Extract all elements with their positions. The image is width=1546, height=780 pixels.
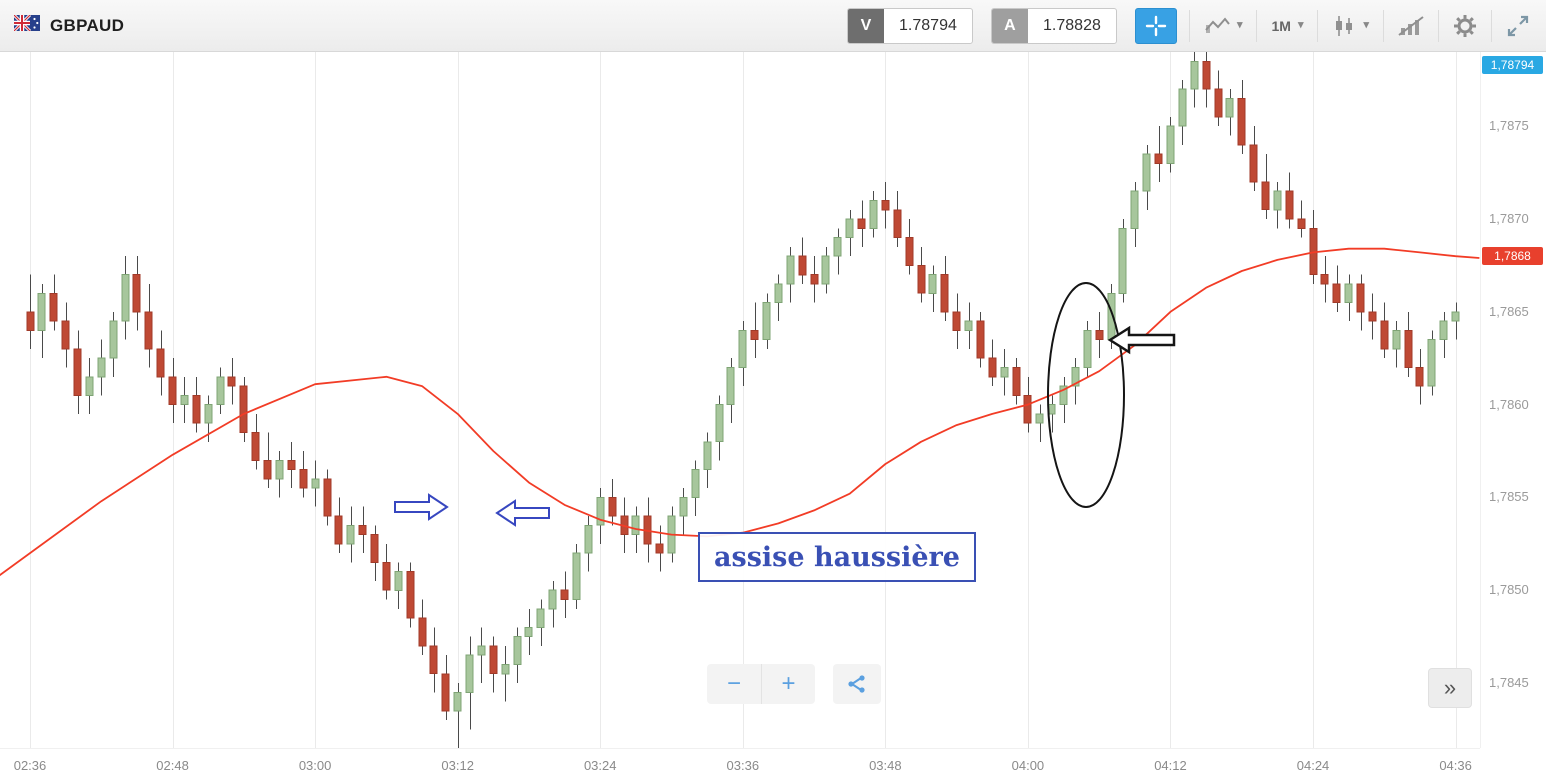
buy-price-control[interactable]: A 1.78828 <box>990 7 1117 44</box>
blue-arrow-left <box>495 499 550 527</box>
chevron-down-icon: ▾ <box>1236 19 1243 31</box>
gb-au-flag-icon <box>12 13 40 36</box>
price-tick-label: 1,7860 <box>1489 396 1529 412</box>
sell-price-control[interactable]: V 1.78794 <box>846 7 973 44</box>
highlight-ellipse <box>1047 282 1125 508</box>
sell-price-value: 1.78794 <box>899 16 957 34</box>
candlestick-style-icon <box>1336 15 1353 36</box>
gear-icon <box>1454 14 1476 37</box>
price-tick-label: 1,7855 <box>1489 489 1529 505</box>
candle-style-dropdown[interactable]: ▾ <box>1330 11 1371 41</box>
time-axis[interactable]: 02:36 02:48 03:00 03:12 03:24 03:36 03:48 04:00… <box>0 748 1480 780</box>
time-tick-label: 04:12 <box>1154 758 1187 773</box>
toolbar-divider <box>1317 9 1319 42</box>
zoom-in-button[interactable]: + <box>761 664 815 704</box>
toolbar-divider <box>1256 9 1258 42</box>
drawing-annotations <box>394 282 1176 527</box>
price-tick-label: 1,7845 <box>1489 675 1529 691</box>
share-button[interactable] <box>833 664 881 704</box>
toolbar-divider <box>1188 9 1190 42</box>
blue-arrow-right <box>394 493 449 521</box>
price-tick-label: 1,7850 <box>1489 582 1529 598</box>
time-tick-label: 04:36 <box>1439 758 1472 773</box>
expand-icon <box>1507 15 1529 36</box>
time-tick-label: 03:00 <box>298 758 332 773</box>
chart-area: assise haussière 1,7875 1,7870 1,7865 1,786… <box>0 52 1546 780</box>
annotation-text-label: assise haussière <box>698 532 976 582</box>
chart-type-dropdown[interactable]: ▾ <box>1202 12 1245 40</box>
time-tick-label: 03:24 <box>583 758 617 773</box>
time-tick-label: 02:48 <box>156 758 189 773</box>
time-tick-label: 03:36 <box>726 758 760 773</box>
toolbar-divider <box>1383 9 1384 42</box>
price-tick-label: 1,7875 <box>1489 118 1529 134</box>
sell-label: V <box>847 8 884 43</box>
time-tick-label: 04:00 <box>1011 758 1045 773</box>
moving-average-line <box>0 247 1480 577</box>
price-tick-label: 1,7870 <box>1489 211 1529 227</box>
timeframe-dropdown[interactable]: 1M ▾ <box>1269 14 1305 38</box>
high-price-badge: 1,78794 <box>1482 56 1543 74</box>
fullscreen-button[interactable] <box>1504 10 1532 42</box>
toolbar-divider <box>1438 9 1439 42</box>
zoom-out-button[interactable]: − <box>707 664 761 704</box>
toolbar-divider <box>1491 9 1492 42</box>
time-tick-label: 04:24 <box>1296 758 1330 773</box>
instrument-symbol: GBPAUD <box>50 15 125 35</box>
buy-label: A <box>991 8 1028 43</box>
candlestick-series <box>26 52 1460 748</box>
time-tick-label: 03:12 <box>441 758 474 773</box>
buy-price-value: 1.78828 <box>1043 16 1101 34</box>
zoom-controls: − + <box>707 664 815 704</box>
price-axis[interactable]: 1,7875 1,7870 1,7865 1,7860 1,7855 1,7850 1,78… <box>1480 52 1546 748</box>
current-price-badge: 1,7868 <box>1482 247 1543 266</box>
time-tick-label: 02:36 <box>13 758 47 773</box>
toolbar: GBPAUD V 1.78794 A 1.78828 <box>0 0 1546 52</box>
time-tick-label: 03:48 <box>869 758 902 773</box>
chevron-down-icon: ▾ <box>1297 19 1304 31</box>
black-arrow-left <box>1107 325 1176 355</box>
timeframe-label: 1M <box>1271 17 1291 34</box>
indicators-icon <box>1398 15 1424 36</box>
toolbar-controls: V 1.78794 A 1.78828 ▾ <box>846 7 1532 44</box>
indicators-button[interactable] <box>1396 11 1426 41</box>
price-chart-canvas[interactable] <box>0 52 1480 748</box>
chevron-down-icon: ▾ <box>1363 19 1369 31</box>
share-icon <box>848 675 865 693</box>
crosshair-button[interactable] <box>1134 7 1177 44</box>
instrument-header: GBPAUD <box>12 13 125 36</box>
chart-type-icon <box>1205 16 1230 33</box>
price-tick-label: 1,7865 <box>1489 303 1529 319</box>
crosshair-icon <box>1145 15 1167 36</box>
open-side-panel-button[interactable]: » <box>1428 668 1472 708</box>
settings-button[interactable] <box>1451 10 1479 42</box>
gridlines <box>30 52 1457 748</box>
